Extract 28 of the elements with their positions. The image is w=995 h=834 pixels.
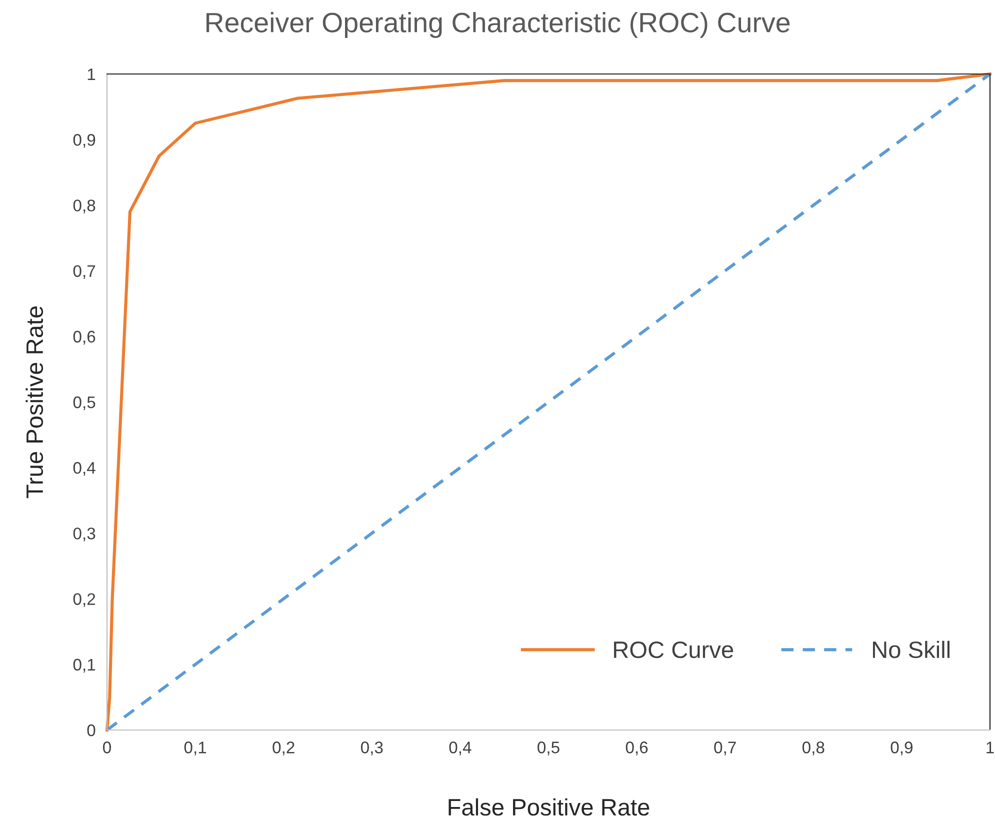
x-tick-label: 0,5 xyxy=(538,742,560,756)
x-tick-label: 0,6 xyxy=(626,742,648,756)
y-tick-label: 1 xyxy=(88,68,96,80)
y-tick-label: 0,4 xyxy=(73,462,96,476)
x-tick-label: 0,9 xyxy=(890,742,912,756)
y-tick-label: 0,1 xyxy=(73,658,96,673)
y-tick-label: 0,3 xyxy=(73,528,96,542)
y-tick-label: 0,5 xyxy=(73,396,96,410)
chart-title: Receiver Operating Characteristic (ROC) Curve xyxy=(206,12,790,38)
legend-label: ROC Curve xyxy=(614,641,734,658)
legend-label: No Skill xyxy=(872,640,950,658)
x-axis-title: False Positive Rate xyxy=(448,798,650,816)
x-tick-label: 0,1 xyxy=(184,742,206,756)
y-tick-label: 0,8 xyxy=(73,200,96,214)
x-tick-label: 0,2 xyxy=(272,742,294,756)
line-series xyxy=(105,72,992,732)
y-tick-label: 0,7 xyxy=(73,265,96,279)
x-tick-label: 0,4 xyxy=(449,742,472,756)
x-tick-label: 0 xyxy=(103,742,111,754)
y-tick-label: 0,2 xyxy=(73,593,96,607)
y-tick-label: 0 xyxy=(87,724,96,736)
x-tick-label: 0,7 xyxy=(714,742,736,756)
x-tick-label: 0,8 xyxy=(802,742,824,756)
x-tick-label: 0,3 xyxy=(360,742,383,756)
x-tick-label: 1 xyxy=(986,742,994,754)
y-tick-label: 0,9 xyxy=(73,134,96,148)
y-axis-title: True Positive Rate xyxy=(26,306,44,498)
y-tick-label: 0,6 xyxy=(73,330,96,345)
